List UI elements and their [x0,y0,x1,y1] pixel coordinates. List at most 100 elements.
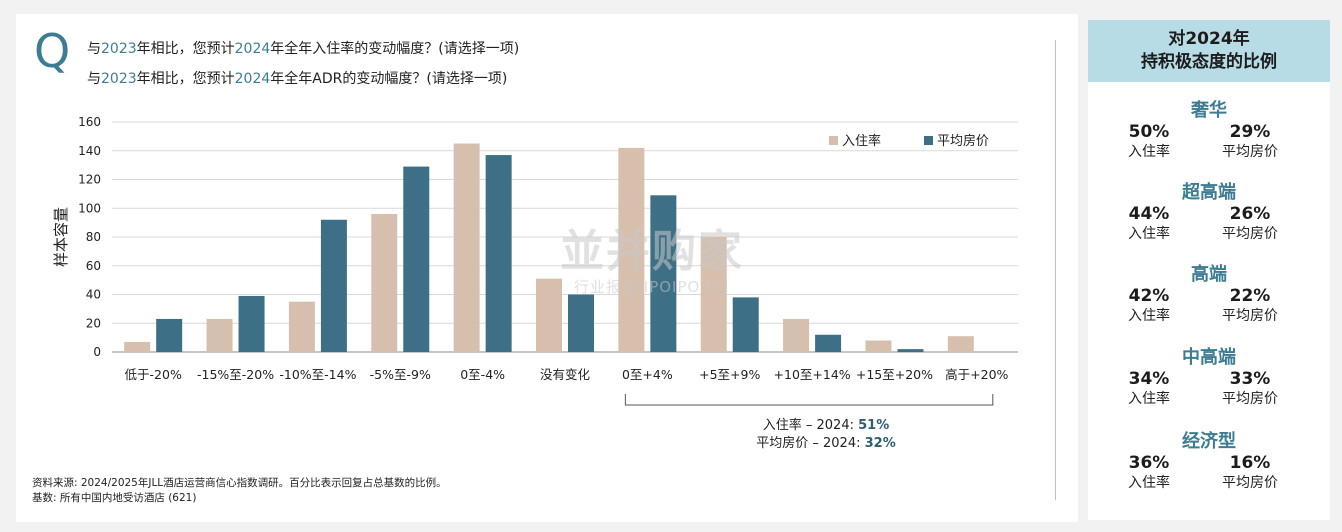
bar-adr [897,349,924,352]
annotation-adr-label: 平均房价 – 2024: [756,435,864,451]
occupancy-stat: 42% 入住率 [1104,286,1194,326]
y-tick-label: 20 [86,316,101,330]
source-note: 资料来源: 2024/2025年JLL酒店运营商信心指数调研。百分比表示回复占总… [32,476,447,506]
segment-title: 中高端 [1182,347,1236,368]
bar-adr [156,318,183,352]
bar-adr [403,166,430,352]
bar-occupancy [618,147,645,352]
bar-occupancy [206,318,233,352]
bar-occupancy [783,318,810,352]
occupancy-stat: 34% 入住率 [1104,369,1194,409]
segment-4: 经济型 36% 入住率 16% 平均房价 [1088,431,1330,497]
bar-adr [732,297,759,352]
bar-adr [485,155,512,352]
y-tick-label: 160 [78,115,101,129]
occupancy-label: 入住率 [1128,226,1170,242]
adr-stat: 16% 平均房价 [1205,453,1295,493]
adr-percent: 33% [1229,369,1271,389]
occupancy-label: 入住率 [1128,475,1170,491]
adr-percent: 16% [1229,453,1271,473]
x-tick-label: 没有变化 [540,367,591,382]
annotation-adr-value: 32% [865,436,896,451]
bar-adr [320,219,347,352]
bar-adr [650,195,677,352]
occupancy-label: 入住率 [1128,144,1170,160]
x-tick-label: -15%至-20% [197,367,274,382]
annotation-occupancy-label: 入住率 – 2024: [763,417,858,433]
segment-2: 高端 42% 入住率 22% 平均房价 [1088,264,1330,330]
occupancy-percent: 42% [1128,286,1170,306]
y-tick-label: 100 [78,201,101,215]
x-tick-label: -10%至-14% [279,367,356,382]
x-tick-label: 0至-4% [460,367,505,382]
segment-1: 超高端 44% 入住率 26% 平均房价 [1088,182,1330,248]
legend-swatch [924,136,933,145]
adr-percent: 22% [1229,286,1271,306]
bracket [624,394,994,406]
occupancy-stat: 50% 入住率 [1104,122,1194,162]
positive-attitude-panel: 对2024年 持积极态度的比例 奢华 50% 入住率 29% 平均房价 超高端 44% 入住率… [1088,20,1330,520]
bar-occupancy [453,143,480,352]
x-tick-label: -5%至-9% [370,367,431,382]
bar-adr [815,334,842,352]
segment-title: 超高端 [1182,182,1236,203]
occupancy-percent: 34% [1128,369,1170,389]
adr-label: 平均房价 [1222,226,1278,242]
panel-title: 对2024年 持积极态度的比例 [1088,20,1330,82]
occupancy-percent: 36% [1128,453,1170,473]
legend-label: 入住率 [842,133,881,149]
bar-occupancy [371,214,398,352]
bar-occupancy [865,340,892,352]
occupancy-percent: 50% [1128,122,1170,142]
x-tick-label: 0至+4% [622,367,673,382]
segment-3: 中高端 34% 入住率 33% 平均房价 [1088,347,1330,413]
legend-swatch [829,136,838,145]
adr-stat: 26% 平均房价 [1205,204,1295,244]
occupancy-label: 入住率 [1128,308,1170,324]
y-tick-label: 0 [93,345,101,359]
x-tick-label: 低于-20% [125,367,182,382]
y-tick-label: 140 [78,144,101,158]
legend-label: 平均房价 [937,133,989,149]
annotation-adr: 平均房价 – 2024: 32% [756,435,896,451]
source-line: 资料来源: 2024/2025年JLL酒店运营商信心指数调研。百分比表示回复占总… [32,477,447,489]
chart-panel [16,14,1078,522]
divider [1055,40,1056,500]
annotation-occupancy: 入住率 – 2024: 51% [763,417,890,433]
occupancy-stat: 44% 入住率 [1104,204,1194,244]
base-line: 基数: 所有中国内地受访酒店 (621) [32,492,197,504]
y-tick-label: 40 [86,288,101,302]
adr-stat: 29% 平均房价 [1205,122,1295,162]
occupancy-label: 入住率 [1128,391,1170,407]
annotation-occupancy-value: 51% [858,418,889,433]
adr-label: 平均房价 [1222,308,1278,324]
bar-occupancy [700,237,727,352]
adr-label: 平均房价 [1222,144,1278,160]
bar-occupancy [947,336,974,352]
adr-label: 平均房价 [1222,475,1278,491]
question-icon: Q [34,24,71,78]
adr-percent: 26% [1229,204,1271,224]
x-tick-label: 高于+20% [945,367,1008,382]
occupancy-percent: 44% [1128,204,1170,224]
bar-adr [568,294,594,352]
adr-stat: 22% 平均房价 [1205,286,1295,326]
segment-title: 奢华 [1191,100,1227,121]
y-tick-label: 120 [78,173,101,187]
question-line-adr: 与2023年相比，您预计2024年全年ADR的变动幅度？(请选择一项) [87,71,508,87]
segment-title: 高端 [1191,264,1227,285]
occupancy-stat: 36% 入住率 [1104,453,1194,493]
y-tick-label: 60 [86,259,101,273]
y-axis-label: 样本容量 [52,207,70,267]
bar-occupancy [536,278,562,352]
bar-occupancy [288,301,315,352]
adr-stat: 33% 平均房价 [1205,369,1295,409]
y-tick-label: 80 [86,230,101,244]
segment-0: 奢华 50% 入住率 29% 平均房价 [1088,100,1330,166]
bar-adr [238,295,265,352]
x-tick-label: +15至+20% [856,367,933,382]
adr-label: 平均房价 [1222,391,1278,407]
x-tick-label: +10至+14% [774,367,851,382]
adr-percent: 29% [1229,122,1271,142]
